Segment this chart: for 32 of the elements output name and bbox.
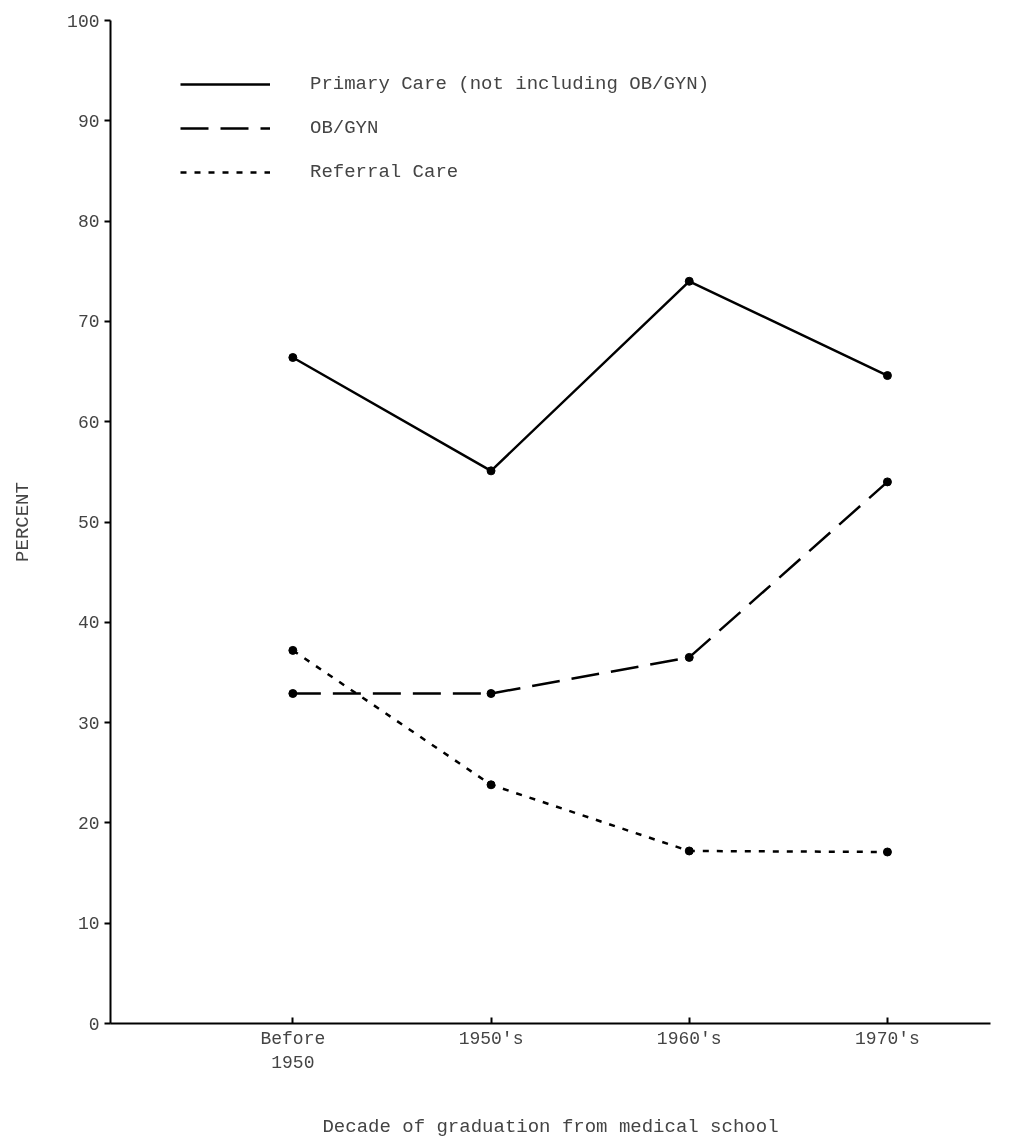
y-tick-label: 10 [77,914,100,935]
point [288,353,298,362]
x-tick-label: 1970's [855,1028,920,1049]
legend-label: Referral Care [310,161,459,183]
legend-label: Primary Care (not including OB/GYN) [310,73,710,95]
y-tick-label: 90 [77,111,100,132]
y-tick-label: 0 [88,1014,100,1035]
point [486,780,496,790]
point [486,466,496,476]
point [684,846,694,856]
point [288,689,298,699]
y-axis-title: PERCENT [12,482,35,562]
point [882,371,892,381]
point [684,652,694,662]
y-tick-label: 40 [77,613,100,634]
legend-label: OB/GYN [310,117,379,139]
point [882,847,892,857]
x-axis-title: Decade of graduation from medical school [322,1115,779,1138]
y-tick-label: 100 [67,11,100,32]
point [486,689,496,699]
point [882,477,892,487]
y-tick-label: 60 [77,412,100,433]
point [684,276,694,286]
x-tick-label: 1950's [458,1028,524,1049]
point [288,645,298,655]
y-tick-label: 80 [77,212,100,233]
x-tick-label: 1960's [656,1028,722,1049]
y-tick-label: 20 [77,813,100,834]
y-tick-label: 30 [77,713,100,734]
y-tick-label: 70 [77,312,100,333]
y-tick-label: 50 [77,513,100,533]
x-tick-label: Before 1950 [260,1028,326,1073]
